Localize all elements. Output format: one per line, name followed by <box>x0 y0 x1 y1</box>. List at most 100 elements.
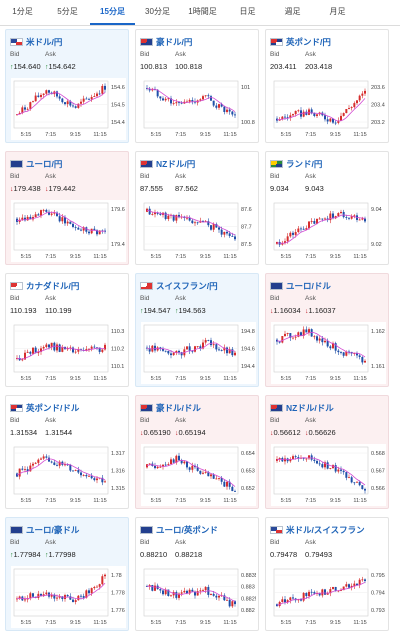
pair-name[interactable]: スイスフラン/円 <box>156 281 218 291</box>
candle-body <box>77 595 80 601</box>
candle-body <box>101 576 104 585</box>
price-chart[interactable]: 1.78 1.778 1.776 5:15 7:15 9:15 11:15 <box>11 566 126 628</box>
price-chart[interactable]: 1.162 1.161 5:15 7:15 9:15 11:15 <box>271 322 386 384</box>
currency-card[interactable]: 豪ドル/円 Bid Ask 100.813 100.818 101 100.8 5:15 7:1… <box>135 29 259 143</box>
currency-card[interactable]: ランド/円 Bid Ask 9.034 9.043 9.04 9.02 5:15 7:15 9:1… <box>265 151 389 265</box>
candle-body <box>82 98 85 102</box>
price-chart[interactable]: 154.6 154.5 154.4 5:15 7:15 9:15 11:15 <box>11 78 126 140</box>
candle-body <box>42 456 45 459</box>
bid-value: ↓0.56612 <box>270 428 301 437</box>
ask-value: ↓179.442 <box>45 184 76 193</box>
ask-label: Ask <box>305 417 316 424</box>
candle-body <box>220 478 223 482</box>
ask-label: Ask <box>45 417 56 424</box>
pair-name[interactable]: 英ポンド/円 <box>286 37 331 47</box>
pair-name[interactable]: ユーロ/ドル <box>286 281 331 291</box>
candle-body <box>151 214 154 215</box>
flag-icon <box>10 38 23 46</box>
currency-card[interactable]: NZドル/円 Bid Ask 87.555 87.562 87.6 87.7 87.5 5:15… <box>135 151 259 265</box>
price-chart[interactable]: 203.6 203.4 203.2 5:15 7:15 9:15 11:15 <box>271 78 386 140</box>
pair-name[interactable]: 豪ドル/円 <box>156 37 193 47</box>
candle-body <box>85 98 88 100</box>
arrow-down-icon: ↓ <box>270 430 274 437</box>
price-chart[interactable]: 110.3 110.2 110.1 5:15 7:15 9:15 11:15 <box>11 322 126 384</box>
candle-body <box>340 115 342 121</box>
pair-name[interactable]: ユーロ/豪ドル <box>26 525 80 535</box>
tab-3[interactable]: 30分足 <box>145 7 170 16</box>
currency-card[interactable]: 豪ドル/ドル Bid Ask ↓0.65190 ↓0.65194 0.654 0.653 0.… <box>135 395 259 509</box>
candle-body <box>215 595 218 598</box>
tab-0[interactable]: 1分足 <box>12 7 33 16</box>
candle-body <box>42 209 45 211</box>
currency-card[interactable]: 英ポンド/円 Bid Ask 203.411 203.418 203.6 203.4 203.… <box>265 29 389 143</box>
price-chart[interactable]: 0.795 0.794 0.793 5:15 7:15 9:15 11:15 <box>271 566 386 628</box>
candle-body <box>313 113 316 116</box>
currency-card[interactable]: カナダドル/円 Bid Ask 110.193 110.199 110.3 110.2 110… <box>5 273 129 387</box>
candle-body <box>337 350 340 353</box>
pair-name[interactable]: NZドル/円 <box>156 159 196 169</box>
x-tick-label: 9:15 <box>200 498 211 504</box>
currency-card[interactable]: スイスフラン/円 Bid Ask ↑194.547 ↑194.563 194.8 194.6… <box>135 273 259 387</box>
pair-name[interactable]: カナダドル/円 <box>26 281 80 291</box>
candle-body <box>308 329 310 333</box>
price-chart[interactable]: 87.6 87.7 87.5 5:15 7:15 9:15 11:15 <box>141 200 256 262</box>
pair-name[interactable]: 米ドル/スイスフラン <box>286 525 365 535</box>
currency-card[interactable]: 米ドル/スイスフラン Bid Ask 0.79478 0.79493 0.795 0.794… <box>265 517 389 631</box>
tab-6[interactable]: 週足 <box>284 7 301 16</box>
price-chart[interactable]: 0.654 0.653 0.652 5:15 7:15 9:15 11:15 <box>141 444 256 506</box>
x-tick-label: 7:15 <box>175 376 186 382</box>
candle-body <box>186 101 188 103</box>
candle-body <box>310 221 313 222</box>
currency-card[interactable]: 英ポンド/ドル Bid Ask 1.31534 1.31544 1.317 1.316 1.3… <box>5 395 129 509</box>
pair-name[interactable]: ユーロ/円 <box>26 159 63 169</box>
pair-name[interactable]: ユーロ/英ポンド <box>156 525 218 535</box>
y-tick-label: 0.568 <box>371 451 385 457</box>
currency-card[interactable]: ユーロ/ドル Bid Ask ↓1.16034 ↓1.16037 1.162 1.161 5:… <box>265 273 389 387</box>
candle-body <box>289 333 292 338</box>
candle-body <box>48 211 50 215</box>
currency-card[interactable]: ユーロ/豪ドル Bid Ask ↑1.77984 ↑1.77998 1.78 1.778 1.… <box>5 517 129 631</box>
pair-name[interactable]: ランド/円 <box>286 159 323 169</box>
y-tick-label: 179.4 <box>111 242 125 248</box>
price-chart[interactable]: 194.8 194.6 194.4 5:15 7:15 9:15 11:15 <box>141 322 256 384</box>
tab-4[interactable]: 1時間足 <box>188 7 217 16</box>
ask-value: 1.31544 <box>45 428 73 437</box>
currency-card[interactable]: ユーロ/円 Bid Ask ↓179.438 ↓179.442 179.6 179.4 5:1… <box>5 151 129 265</box>
x-tick-label: 11:15 <box>353 254 366 260</box>
moving-average-line <box>276 457 366 486</box>
pair-name[interactable]: NZドル/ドル <box>286 403 334 413</box>
tab-7[interactable]: 月足 <box>329 7 346 16</box>
candle-body <box>202 342 204 349</box>
ask-label: Ask <box>305 51 316 58</box>
candle-body <box>58 96 61 99</box>
candle-body <box>199 346 202 349</box>
candle-body <box>26 469 29 472</box>
candle-body <box>334 343 337 351</box>
y-tick-label: 1.161 <box>371 364 385 370</box>
price-chart[interactable]: 179.6 179.4 5:15 7:15 9:15 11:15 <box>11 200 126 262</box>
candle-body <box>345 351 348 356</box>
candle-body <box>178 102 180 104</box>
y-tick-label: 203.2 <box>371 120 385 126</box>
candle-body <box>332 586 334 590</box>
currency-card[interactable]: ユーロ/英ポンドBidAsk0.882100.882180.88350.8830… <box>135 517 259 631</box>
price-chart[interactable]: 101 100.8 5:15 7:15 9:15 11:15 <box>141 78 256 140</box>
pair-name[interactable]: 英ポンド/ドル <box>26 403 80 413</box>
flag-icon <box>140 38 153 46</box>
candle-body <box>289 458 292 462</box>
price-chart[interactable]: 1.317 1.316 1.315 5:15 7:15 9:15 11:15 <box>11 444 126 506</box>
tab-5[interactable]: 日足 <box>239 7 256 16</box>
pair-name[interactable]: 米ドル/円 <box>26 37 63 47</box>
price-chart[interactable]: 0.568 0.567 0.566 5:15 7:15 9:15 11:15 <box>271 444 386 506</box>
candle-body <box>32 101 34 103</box>
tab-1[interactable]: 5分足 <box>57 7 78 16</box>
currency-card[interactable]: 米ドル/円 Bid Ask ↑154.640 ↑154.642 154.6 154.5 154… <box>5 29 129 143</box>
candle-body <box>42 594 45 597</box>
candle-body <box>178 214 180 218</box>
price-chart[interactable]: 9.04 9.02 5:15 7:15 9:15 11:15 <box>271 200 386 262</box>
candle-body <box>348 108 350 109</box>
tab-2[interactable]: 15分足 <box>90 0 135 25</box>
currency-card[interactable]: NZドル/ドル Bid Ask ↓0.56612 ↓0.56626 0.568 0.567 0… <box>265 395 389 509</box>
pair-name[interactable]: 豪ドル/ドル <box>156 403 201 413</box>
